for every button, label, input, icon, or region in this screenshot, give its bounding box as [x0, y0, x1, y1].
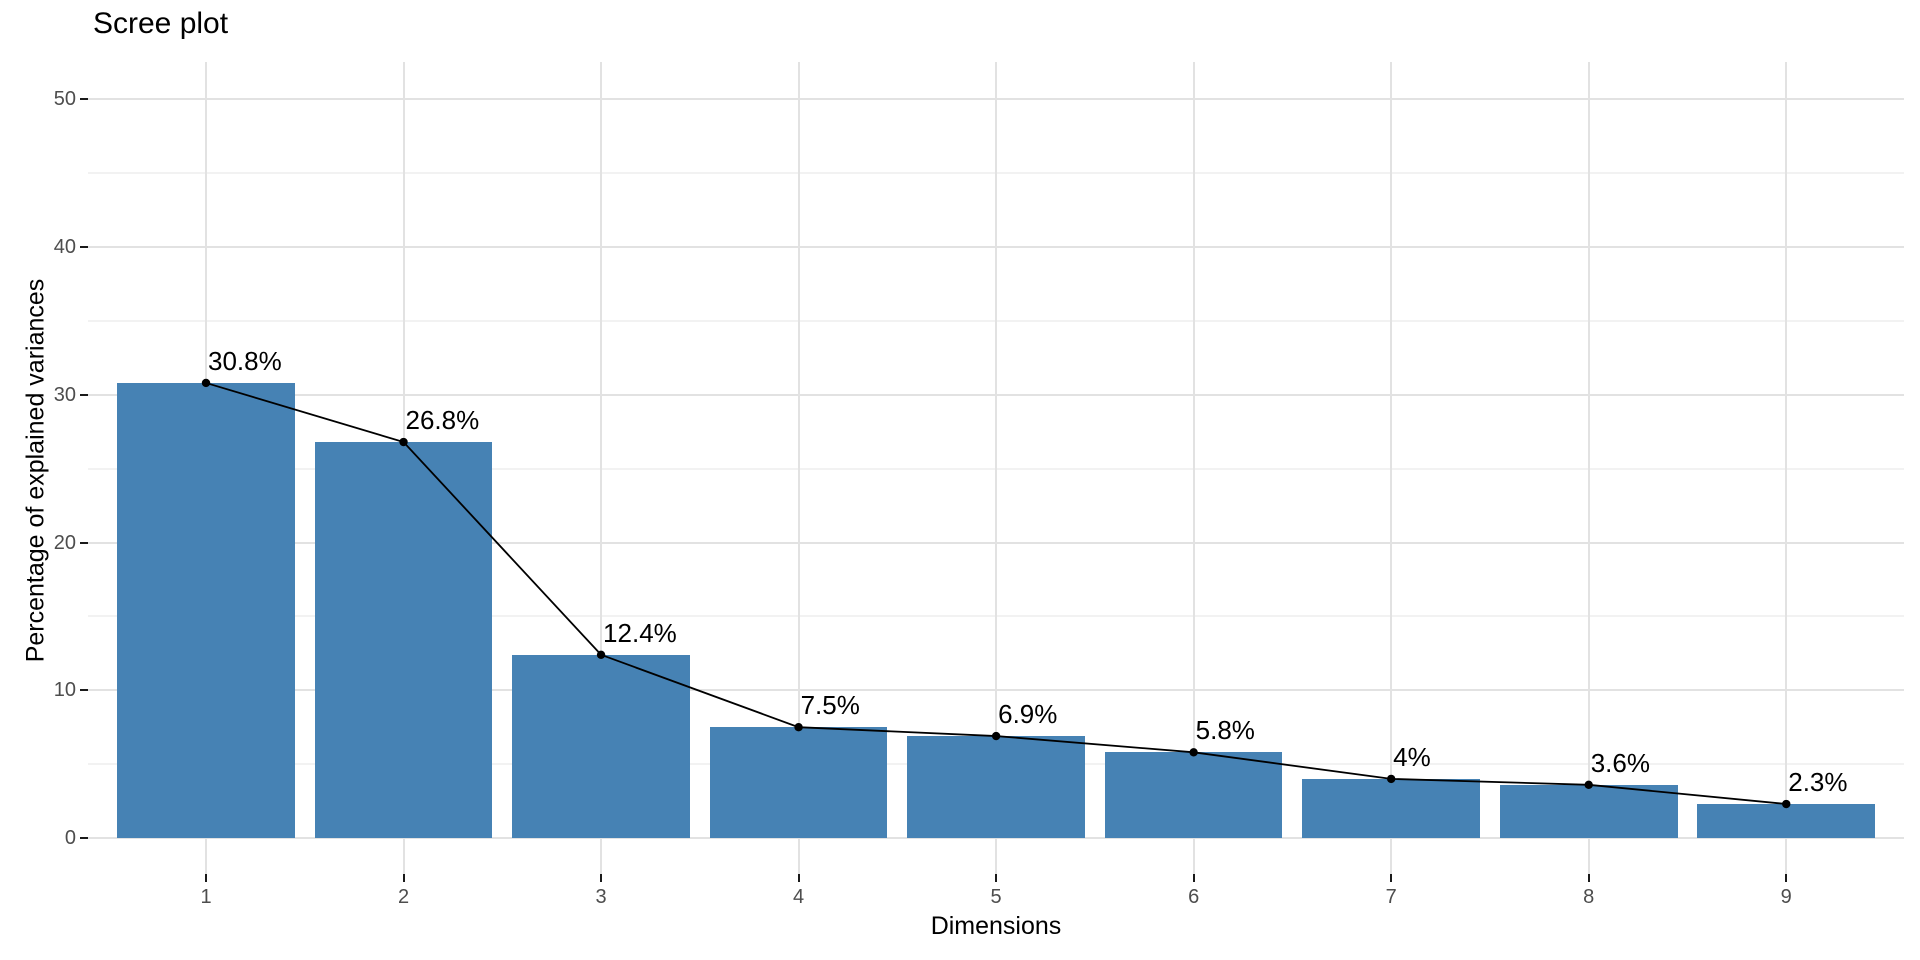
data-point-marker — [1189, 748, 1198, 757]
x-axis-tick — [402, 874, 405, 882]
x-axis-tick — [995, 874, 998, 882]
bar — [512, 654, 690, 838]
y-axis-tick — [80, 689, 88, 692]
x-axis-tick-label: 7 — [1385, 886, 1397, 908]
bar — [314, 442, 493, 838]
y-axis-tick-label: 50 — [53, 88, 76, 111]
data-point-label: 3.6% — [1590, 747, 1650, 778]
gridline-major-vertical — [600, 62, 603, 874]
x-axis-tick — [1587, 874, 1590, 882]
data-point-marker — [201, 378, 211, 388]
data-point-label: 12.4% — [603, 617, 677, 648]
gridline-major-vertical — [797, 62, 800, 874]
plot-title: Scree plot — [93, 7, 229, 40]
x-axis-tick-label: 4 — [793, 886, 805, 908]
data-point-label: 2.3% — [1788, 767, 1848, 798]
y-axis-tick — [80, 393, 88, 396]
x-axis-tick — [205, 874, 207, 882]
y-axis-tick-label: 10 — [53, 679, 76, 702]
data-point-marker — [596, 650, 606, 659]
x-axis-tick — [1192, 874, 1195, 882]
y-axis-tick-label: 0 — [64, 827, 76, 849]
gridline-major-vertical — [1785, 62, 1788, 874]
y-axis-tick — [80, 541, 88, 544]
bar — [1697, 804, 1876, 838]
x-axis-tick-label: 2 — [397, 886, 410, 908]
data-point-marker — [1386, 774, 1396, 784]
bar — [709, 727, 888, 838]
bar — [1302, 778, 1481, 838]
y-axis-tick — [80, 98, 88, 101]
y-axis-tick-label: 30 — [53, 383, 76, 406]
bar — [907, 736, 1085, 838]
x-axis-title: Dimensions — [930, 912, 1062, 940]
y-axis-title: Percentage of explained variances — [21, 278, 50, 663]
x-axis-tick — [797, 874, 800, 882]
data-point-marker — [991, 731, 1001, 741]
x-axis-tick-label: 5 — [990, 886, 1002, 908]
x-axis-tick-label: 6 — [1188, 886, 1200, 908]
gridline-major-vertical — [1390, 62, 1393, 874]
y-axis-tick-label: 40 — [53, 236, 76, 258]
bar — [117, 382, 295, 838]
data-point-marker — [794, 722, 803, 732]
data-point-label: 7.5% — [800, 690, 860, 721]
y-axis-tick — [80, 246, 88, 248]
data-point-label: 30.8% — [208, 345, 282, 376]
x-axis-tick-label: 1 — [200, 886, 212, 908]
gridline-major-vertical — [1587, 62, 1590, 874]
bar — [1499, 784, 1678, 838]
x-axis-tick — [1390, 874, 1393, 882]
gridline-major-vertical — [1192, 62, 1195, 874]
x-axis-tick — [600, 874, 603, 882]
x-axis-tick-label: 3 — [595, 886, 607, 908]
bar — [1104, 752, 1283, 838]
y-axis-tick-label: 20 — [53, 531, 76, 554]
data-point-label: 5.8% — [1195, 715, 1255, 746]
data-point-marker — [399, 437, 408, 447]
data-point-label: 4% — [1393, 741, 1431, 772]
y-axis-tick — [80, 837, 88, 839]
data-point-marker — [1782, 799, 1791, 809]
gridline-major-vertical — [995, 62, 998, 874]
data-point-marker — [1584, 780, 1593, 790]
data-point-label: 26.8% — [405, 405, 480, 436]
x-axis-tick-label: 8 — [1583, 886, 1595, 908]
data-point-label: 6.9% — [998, 699, 1058, 730]
x-axis-tick-label: 9 — [1780, 886, 1792, 908]
x-axis-tick — [1785, 874, 1788, 882]
